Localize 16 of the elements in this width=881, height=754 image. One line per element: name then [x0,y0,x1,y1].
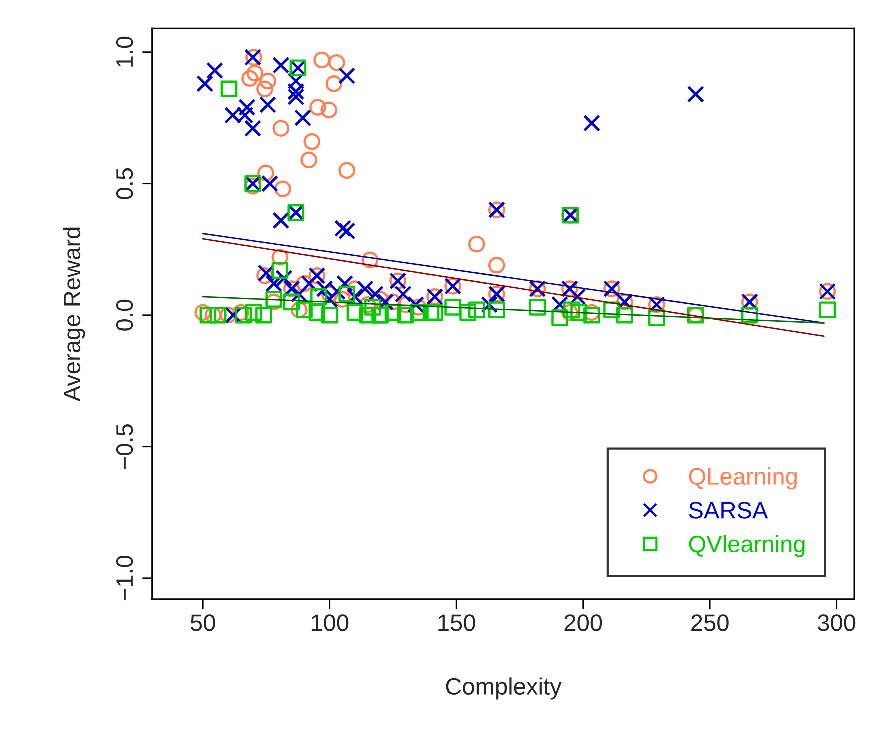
x-axis-title: Complexity [446,678,562,700]
legend-label: QVlearning [689,535,805,558]
y-tick-label: −1.0 [116,556,134,601]
x-tick-label: 150 [438,614,476,632]
x-tick-label: 50 [190,614,216,632]
y-tick-label: −0.5 [116,424,134,470]
legend-label: QLearning [689,468,797,490]
y-tick-label: 1.0 [116,36,134,67]
y-tick-label: 0.0 [116,300,134,331]
x-tick-label: 300 [818,614,856,632]
y-tick-label: 0.5 [116,168,134,200]
x-tick-label: 100 [312,614,349,632]
y-axis-title: Average Reward [63,228,86,402]
x-tick-label: 200 [564,614,602,632]
legend-label: SARSA [689,502,768,519]
x-tick-label: 250 [692,614,729,632]
